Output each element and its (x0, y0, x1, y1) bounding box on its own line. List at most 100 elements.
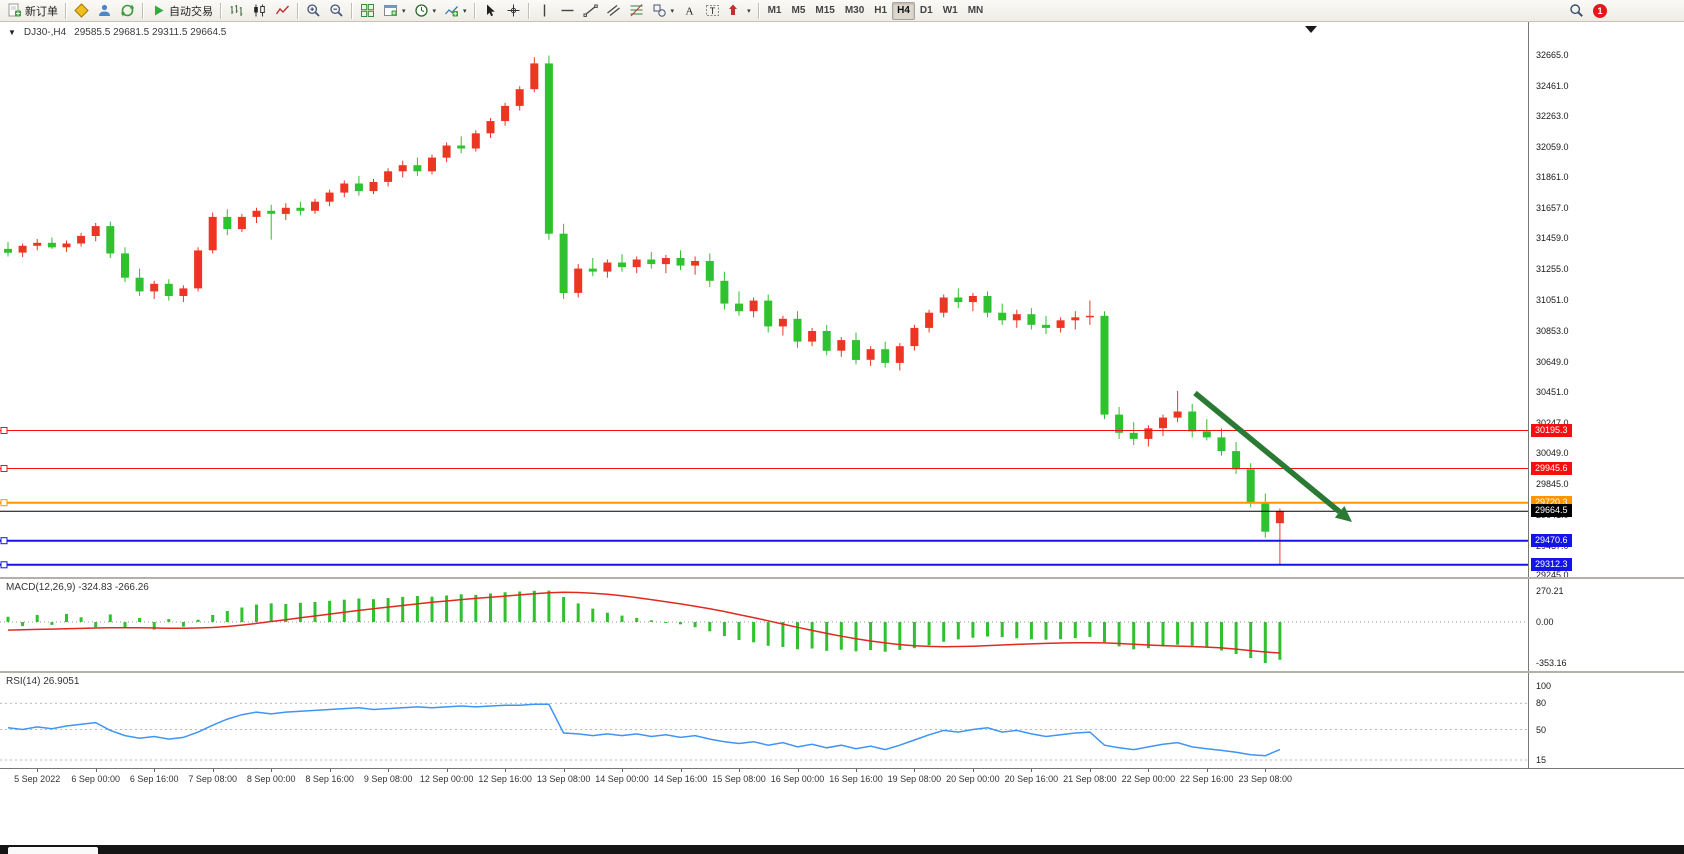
text-label-icon: T (706, 5, 720, 16)
macd-axis-label: 270.21 (1536, 585, 1564, 596)
shapes-tool-button[interactable]: ▾ (648, 1, 679, 21)
periods-button[interactable]: ▾ (410, 1, 441, 21)
price-axis-label: 32263.0 (1536, 111, 1569, 122)
indicators-button[interactable]: ▾ (440, 1, 471, 21)
bar-chart-mode-button[interactable] (225, 1, 248, 21)
time-axis-label: 22 Sep 00:00 (1121, 774, 1176, 784)
price-line-tag: 29945.6 (1531, 461, 1572, 475)
bottom-window-edge (0, 845, 1684, 854)
bar-chart-icon (230, 5, 243, 16)
label-tool-button[interactable]: T (701, 1, 724, 21)
user-icon (99, 4, 110, 16)
main-chart-canvas[interactable] (0, 22, 1528, 578)
timeframe-w1-button[interactable]: W1 (938, 2, 963, 20)
timeframe-d1-button[interactable]: D1 (915, 2, 938, 20)
time-axis-label: 6 Sep 16:00 (129, 774, 179, 784)
svg-text:A: A (686, 6, 694, 18)
price-axis[interactable]: 32665.0 32461.0 32263.0 32059.0 31861.0 31657… (1528, 22, 1684, 768)
zoom-in-button[interactable] (302, 1, 325, 21)
time-axis[interactable]: 5 Sep 2022 6 Sep 00:00 6 Sep 16:00 7 Sep 08… (0, 768, 1684, 793)
channel-tool-button[interactable] (602, 1, 625, 21)
candlestick-mode-button[interactable] (248, 1, 271, 21)
macd-panel-canvas[interactable] (0, 578, 1528, 672)
bottom-window-edge-highlight (8, 847, 98, 854)
new-chart-button[interactable]: ▾ (379, 1, 410, 21)
time-axis-label: 22 Sep 16:00 (1180, 774, 1234, 784)
time-axis-label: 20 Sep 16:00 (1004, 774, 1059, 784)
time-axis-label: 19 Sep 08:00 (887, 774, 942, 784)
fibonacci-tool-button[interactable] (625, 1, 648, 21)
fibonacci-icon (630, 4, 643, 17)
macd-panel-separator[interactable] (0, 577, 1684, 579)
new-order-label: 新订单 (25, 5, 58, 18)
time-axis-tick (1148, 769, 1150, 772)
autotrading-label: 自动交易 (169, 5, 213, 18)
symbol-dropdown-icon[interactable]: ▼ (8, 28, 16, 37)
timeframe-m30-button[interactable]: M30 (840, 2, 869, 20)
time-axis-label: 23 Sep 08:00 (1238, 774, 1293, 784)
rsi-panel-separator[interactable] (0, 671, 1684, 673)
macd-axis-label: 0.00 (1536, 617, 1554, 627)
line-chart-mode-button[interactable] (271, 1, 294, 21)
price-axis-label: 30247.0 (1536, 417, 1569, 429)
time-axis-label: 21 Sep 08:00 (1063, 774, 1117, 784)
timeframe-h4-button[interactable]: H4 (892, 1, 915, 20)
accounts-button[interactable] (93, 1, 116, 21)
toolbar-separator (65, 2, 67, 19)
new-order-button[interactable]: 新订单 (3, 1, 62, 21)
time-axis-label: 16 Sep 16:00 (829, 774, 883, 784)
time-axis-label: 14 Sep 16:00 (653, 774, 708, 784)
chevron-down-icon: ▾ (670, 7, 675, 15)
trendline-tool-button[interactable] (579, 1, 602, 21)
refresh-icon (120, 4, 135, 17)
price-axis-label: 31657.0 (1536, 203, 1569, 214)
toolbar-separator (473, 2, 476, 19)
time-axis-label: 13 Sep 08:00 (536, 774, 591, 784)
cursor-tool-button[interactable] (479, 1, 502, 21)
zoom-out-icon (330, 4, 343, 17)
horizontal-line-tool-button[interactable] (556, 1, 579, 21)
market-watch-button[interactable] (70, 1, 93, 21)
crosshair-icon (507, 4, 520, 17)
time-axis-label: 12 Sep 00:00 (419, 774, 474, 784)
trendline-icon (583, 4, 598, 17)
timeframe-h1-button[interactable]: H1 (869, 2, 892, 20)
time-axis-tick (271, 769, 273, 772)
cursor-icon (486, 4, 495, 17)
svg-text:T: T (710, 6, 716, 16)
toolbar-separator (142, 2, 144, 19)
autotrading-button[interactable]: 自动交易 (147, 1, 217, 21)
price-axis-label: 31255.0 (1536, 264, 1569, 275)
chart-symbol-timeframe: DJ30-,H4 (23, 27, 67, 38)
notification-badge[interactable]: 1 (1593, 3, 1607, 18)
arrows-tool-button[interactable]: ▾ (724, 1, 755, 21)
tile-windows-button[interactable] (356, 1, 379, 21)
search-icon[interactable] (1569, 3, 1584, 18)
channel-icon (606, 5, 620, 16)
price-axis-label: 30853.0 (1536, 325, 1569, 336)
rsi-panel-canvas[interactable] (0, 672, 1528, 768)
zoom-out-button[interactable] (325, 1, 348, 21)
rsi-axis-label: 100 (1536, 681, 1552, 691)
timeframe-m1-button[interactable]: M1 (763, 2, 787, 20)
timeframe-m15-button[interactable]: M15 (810, 2, 839, 20)
price-axis-label: 30649.0 (1536, 356, 1569, 367)
toolbar-right-group: 1 (1569, 3, 1681, 18)
chevron-down-icon: ▾ (463, 7, 467, 15)
timeframe-m5-button[interactable]: M5 (786, 2, 810, 20)
price-axis-label: 31051.0 (1536, 295, 1569, 306)
price-axis-label: 32665.0 (1536, 50, 1569, 60)
price-axis-label: 30451.0 (1536, 386, 1569, 397)
time-axis-label: 12 Sep 16:00 (478, 774, 532, 784)
clock-icon (414, 4, 428, 17)
vertical-line-tool-button[interactable] (533, 1, 556, 21)
candlestick-chart-icon (254, 4, 265, 17)
price-axis-label: 32461.0 (1536, 81, 1569, 91)
timeframe-mn-button[interactable]: MN (963, 2, 989, 20)
chart-ohlc-values: 29585.5 29681.5 29311.5 29664.5 (74, 27, 227, 38)
zoom-in-icon (307, 4, 320, 17)
text-tool-button[interactable]: A (678, 1, 701, 21)
crosshair-tool-button[interactable] (502, 1, 525, 21)
refresh-button[interactable] (116, 1, 139, 21)
time-axis-label: 8 Sep 00:00 (246, 774, 296, 784)
